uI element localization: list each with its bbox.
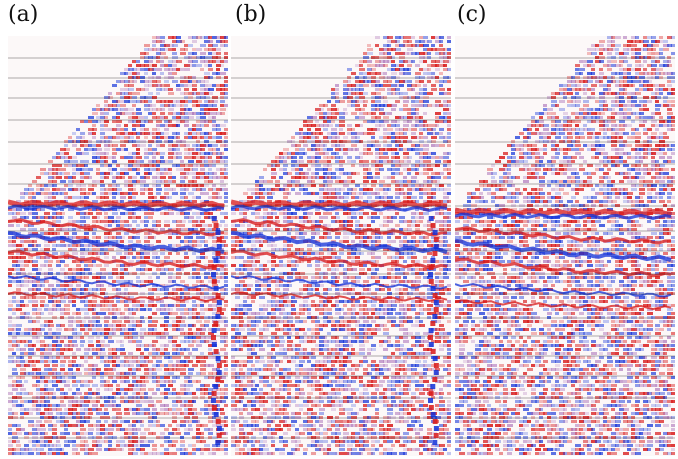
seismic-panel-c	[455, 36, 675, 456]
seismic-panel-b	[231, 36, 451, 456]
panel-label-c: (c)	[457, 2, 487, 27]
seismic-image-c	[455, 36, 675, 455]
panel-label-a: (a)	[8, 2, 39, 27]
seismic-image-a	[8, 36, 228, 455]
seismic-image-b	[231, 36, 451, 455]
seismic-panel-a	[8, 36, 228, 456]
panel-label-b: (b)	[235, 2, 267, 27]
